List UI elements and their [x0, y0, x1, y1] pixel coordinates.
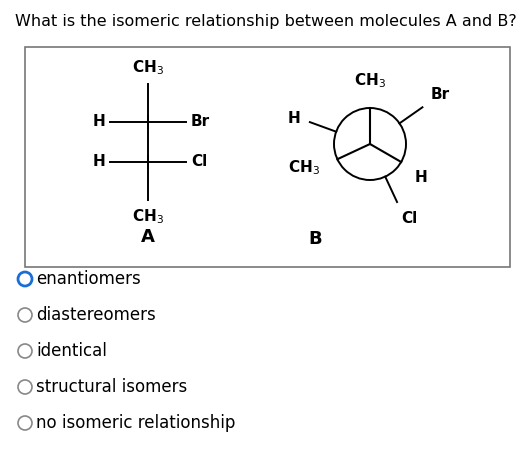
- Text: H: H: [92, 115, 105, 129]
- Text: CH$_3$: CH$_3$: [132, 58, 164, 77]
- Text: CH$_3$: CH$_3$: [288, 158, 320, 176]
- Text: no isomeric relationship: no isomeric relationship: [36, 414, 235, 432]
- Text: Cl: Cl: [401, 211, 418, 226]
- Text: Br: Br: [191, 115, 210, 129]
- Text: H: H: [92, 154, 105, 170]
- Text: A: A: [141, 228, 155, 246]
- Text: H: H: [415, 170, 428, 185]
- Text: B: B: [308, 230, 322, 248]
- Text: structural isomers: structural isomers: [36, 378, 187, 396]
- Text: CH$_3$: CH$_3$: [354, 71, 386, 90]
- Text: diastereomers: diastereomers: [36, 306, 156, 324]
- Text: What is the isomeric relationship between molecules A and B?: What is the isomeric relationship betwee…: [15, 14, 517, 29]
- Text: CH$_3$: CH$_3$: [132, 207, 164, 226]
- Text: H: H: [288, 111, 301, 126]
- Text: enantiomers: enantiomers: [36, 270, 141, 288]
- Text: Cl: Cl: [191, 154, 207, 170]
- Text: identical: identical: [36, 342, 107, 360]
- Bar: [25, 47, 510, 267]
- Text: Br: Br: [430, 86, 450, 102]
